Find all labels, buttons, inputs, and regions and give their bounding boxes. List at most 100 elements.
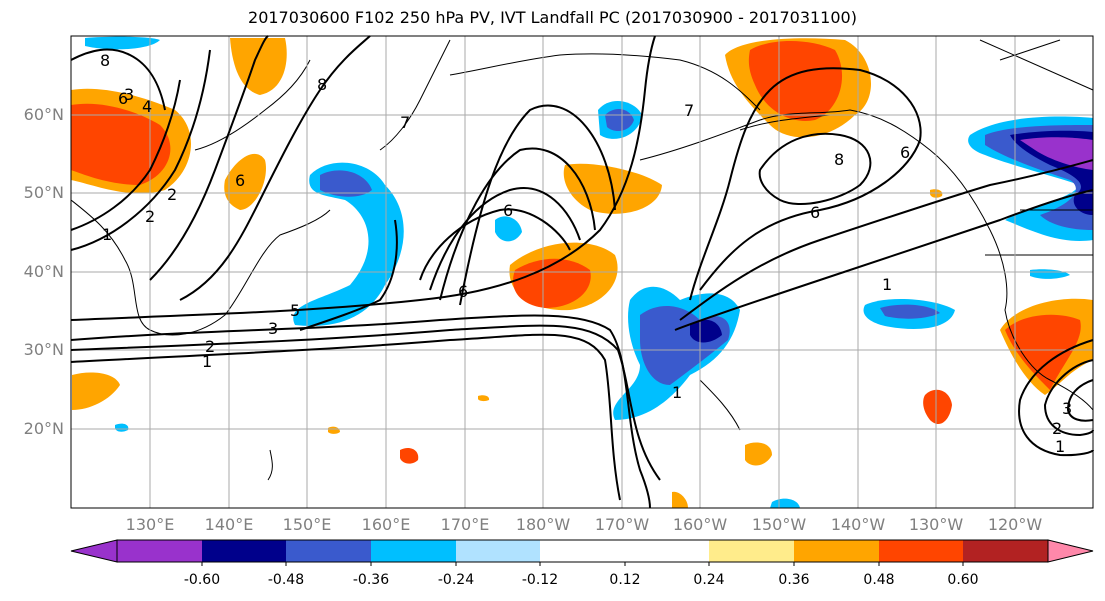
lon-label: 170°W — [594, 515, 650, 534]
contour-label: 1 — [1055, 437, 1065, 456]
contour-label: 3 — [124, 85, 134, 104]
colorbar-label: -0.36 — [352, 572, 390, 588]
lat-label: 30°N — [23, 340, 64, 359]
coastline — [699, 379, 741, 431]
gridlines — [71, 36, 1093, 508]
shade-positive — [745, 442, 772, 466]
coastline — [979, 39, 1094, 91]
contour-label: 1 — [672, 383, 682, 402]
colorbar-bin — [286, 540, 371, 562]
contour-label: 3 — [268, 319, 278, 338]
contour-label: 6 — [900, 143, 910, 162]
contour-line — [70, 48, 166, 111]
colorbar-bin — [879, 540, 963, 562]
shade-positive — [478, 395, 490, 402]
contour-line — [70, 333, 621, 501]
contour-line — [689, 67, 922, 301]
colorbar-label: 0.24 — [693, 572, 725, 588]
pv-contours — [70, 35, 1094, 509]
contour-label: 6 — [503, 201, 513, 220]
contour-line — [679, 159, 1094, 321]
contour-label: 6 — [118, 89, 128, 108]
contour-label: 6 — [458, 282, 468, 301]
contour-label: 6 — [810, 203, 820, 222]
colorbar-label: -0.60 — [183, 572, 221, 588]
lat-label: 20°N — [23, 419, 64, 438]
contour-label: 4 — [142, 97, 152, 116]
shade-positive — [71, 103, 171, 185]
shade-negative — [115, 423, 129, 432]
shade-positive — [328, 426, 340, 434]
colorbar — [70, 539, 1094, 566]
colorbar-bin — [963, 540, 1048, 562]
contour-label: 5 — [290, 301, 300, 320]
contour-label: 2 — [167, 185, 177, 204]
colorbar-bin — [540, 540, 625, 562]
shade-positive — [400, 448, 419, 464]
colorbar-bin — [625, 540, 709, 562]
contour-line — [70, 79, 181, 231]
shade-negative — [293, 162, 404, 326]
lon-label: 150°W — [751, 515, 807, 534]
shade-positive — [513, 258, 591, 308]
shade-positive — [72, 372, 120, 410]
colorbar-label: 0.12 — [609, 572, 641, 588]
contour-line — [1066, 379, 1094, 422]
colorbar-label: 0.36 — [778, 572, 810, 588]
shade-negative — [495, 216, 522, 242]
coastline — [267, 449, 273, 481]
contour-label: 1 — [102, 225, 112, 244]
contour-labels: 8 6 4 2 1 6 8 7 6 5 3 2 1 1 3 2 1 6 8 7 … — [100, 51, 1072, 456]
contour-label: 2 — [205, 337, 215, 356]
shade-positive — [923, 389, 952, 425]
colorbar-extend-max — [1047, 539, 1094, 563]
lon-label: 120°W — [987, 515, 1043, 534]
shade-negative — [605, 108, 634, 132]
colorbar-bin — [456, 540, 540, 562]
colorbar-bin — [202, 540, 286, 562]
shade-negative — [880, 304, 940, 319]
lon-label: 170°E — [440, 515, 490, 534]
contour-line — [70, 49, 211, 251]
contour-line — [419, 208, 571, 281]
lon-label: 140°W — [830, 515, 886, 534]
colorbar-bin — [117, 540, 202, 562]
lon-label: 140°E — [204, 515, 254, 534]
contour-label: 3 — [1062, 399, 1072, 418]
contour-line — [70, 314, 651, 509]
contour-label: 8 — [100, 51, 110, 70]
shade-negative — [1020, 137, 1093, 170]
contour-line — [179, 35, 371, 301]
shade-positive — [672, 491, 688, 508]
lat-label: 60°N — [23, 105, 64, 124]
contour-line — [459, 104, 616, 306]
shade-positive — [1005, 314, 1081, 390]
coastline — [70, 199, 331, 336]
contour-label: 1 — [882, 275, 892, 294]
lon-label: 130°W — [908, 515, 964, 534]
contour-line — [299, 219, 398, 331]
contour-line — [439, 147, 596, 301]
shade-positive — [748, 41, 843, 121]
lon-label: 160°E — [361, 515, 411, 534]
shade-negative — [690, 319, 722, 343]
contour-line — [1043, 359, 1094, 437]
chart-title: 2017030600 F102 250 hPa PV, IVT Landfall… — [248, 8, 857, 27]
colorbar-label: -0.12 — [521, 572, 559, 588]
colorbar-border — [116, 539, 1049, 563]
map-frame — [70, 35, 1094, 509]
coastline — [379, 39, 451, 151]
contour-label: 1 — [202, 352, 212, 371]
lon-label: 130°E — [125, 515, 175, 534]
lat-label: 40°N — [23, 262, 64, 281]
contour-line — [429, 187, 581, 291]
contour-line — [70, 35, 656, 321]
coastline — [639, 109, 1094, 411]
shade-negative — [770, 498, 800, 508]
contour-line — [1018, 339, 1094, 457]
shade-negative — [85, 36, 160, 50]
contour-line — [758, 132, 872, 206]
colorbar-label: 0.48 — [863, 572, 895, 588]
colorbar-bin — [794, 540, 879, 562]
